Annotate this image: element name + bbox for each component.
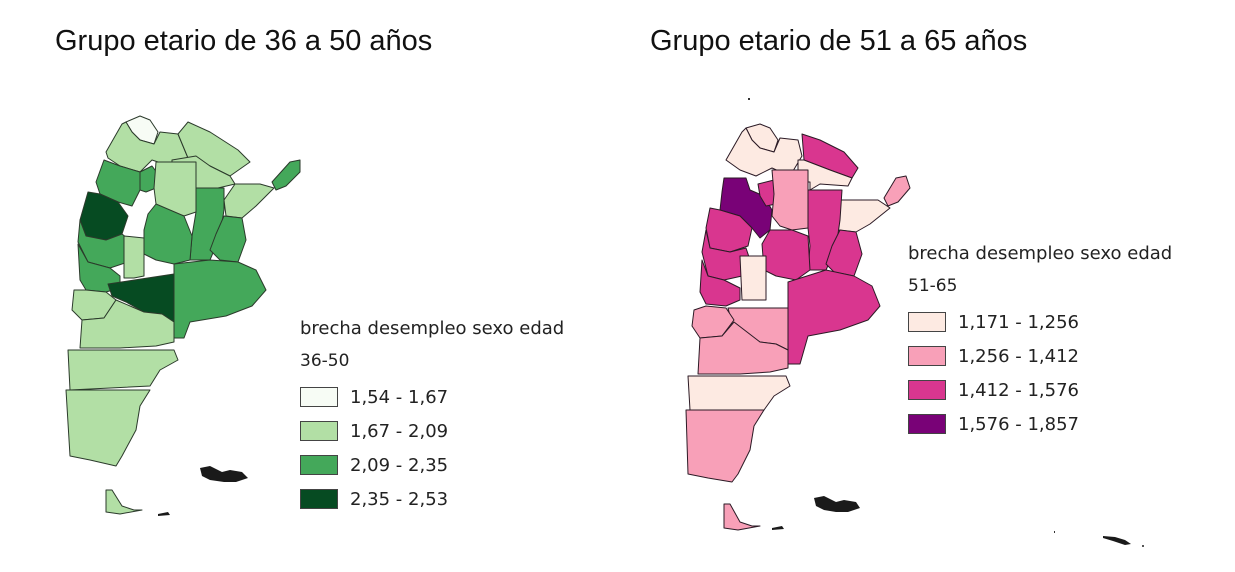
left-map-title: Grupo etario de 36 a 50 años xyxy=(55,25,433,57)
right-legend-item: 1,576 - 1,857 xyxy=(908,407,1172,441)
left-legend-title: brecha desempleo sexo edad xyxy=(300,318,565,339)
legend-label: 1,171 - 1,256 xyxy=(958,311,1079,333)
stray-dot xyxy=(748,98,750,100)
left-legend-item: 2,35 - 2,53 xyxy=(300,482,564,516)
right-legend-item: 1,256 - 1,412 xyxy=(908,339,1172,373)
left-legend-item: 1,67 - 2,09 xyxy=(300,414,564,448)
right-map-title: Grupo etario de 51 a 65 años xyxy=(650,25,1028,57)
left-map-legend: brecha desempleo sexo edad 36-50 1,54 - … xyxy=(300,318,564,516)
right-legend-item: 1,171 - 1,256 xyxy=(908,305,1172,339)
legend-label: 2,09 - 2,35 xyxy=(350,454,449,476)
south-georgia-islands xyxy=(1103,536,1144,547)
legend-label: 1,67 - 2,09 xyxy=(350,420,449,442)
right-legend-title: brecha desempleo sexo edad xyxy=(908,243,1173,264)
legend-swatch xyxy=(908,414,946,434)
left-legend-item: 1,54 - 1,67 xyxy=(300,380,564,414)
right-legend-subtitle: 51-65 xyxy=(908,276,958,296)
right-malvinas-islands xyxy=(814,496,860,512)
left-malvinas-islands xyxy=(200,466,248,482)
right-legend-item: 1,412 - 1,576 xyxy=(908,373,1172,407)
right-map-legend: brecha desempleo sexo edad 51-65 1,171 -… xyxy=(908,243,1172,441)
legend-label: 1,54 - 1,67 xyxy=(350,386,449,408)
legend-swatch xyxy=(908,380,946,400)
legend-swatch xyxy=(300,421,338,441)
legend-label: 1,256 - 1,412 xyxy=(958,345,1079,367)
legend-swatch xyxy=(908,346,946,366)
legend-swatch xyxy=(300,489,338,509)
left-argentina-map xyxy=(65,115,301,516)
right-argentina-map xyxy=(685,123,911,531)
legend-swatch xyxy=(300,455,338,475)
legend-swatch xyxy=(300,387,338,407)
stray-dot xyxy=(1054,531,1055,533)
left-legend-item: 2,09 - 2,35 xyxy=(300,448,564,482)
left-legend-subtitle: 36-50 xyxy=(300,351,350,371)
legend-label: 2,35 - 2,53 xyxy=(350,488,449,510)
legend-label: 1,576 - 1,857 xyxy=(958,413,1079,435)
legend-swatch xyxy=(908,312,946,332)
legend-label: 1,412 - 1,576 xyxy=(958,379,1079,401)
